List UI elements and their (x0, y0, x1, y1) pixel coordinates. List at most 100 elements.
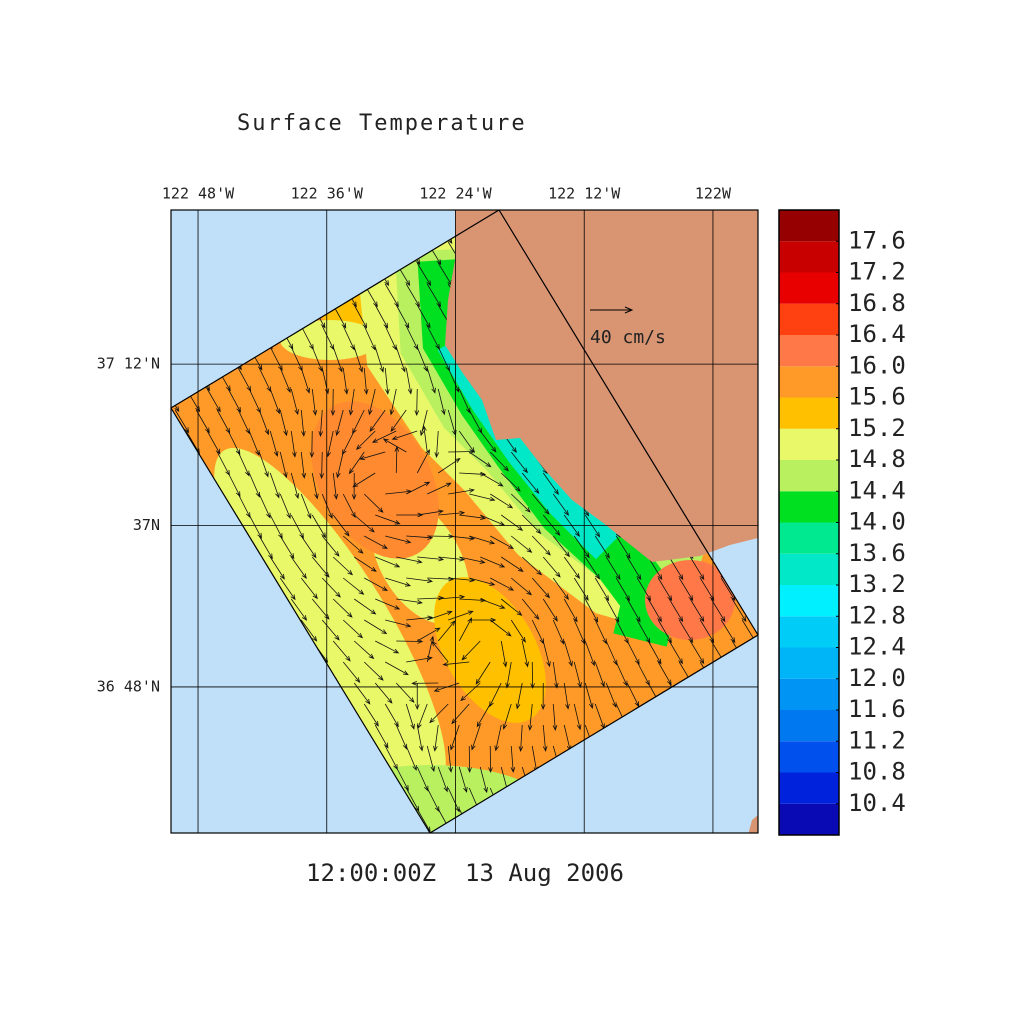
current-vector (332, 640, 351, 662)
current-vector (475, 661, 491, 685)
current-vector (206, 388, 221, 413)
y-tick-label: 37N (133, 516, 160, 534)
current-vector (375, 640, 400, 654)
current-vector (510, 535, 533, 553)
colorbar-band (779, 553, 839, 585)
current-vector (460, 682, 481, 702)
colorbar-band (779, 428, 839, 460)
current-vector (678, 577, 694, 602)
current-vector (689, 556, 705, 581)
current-vector (500, 472, 521, 492)
current-vector (594, 535, 610, 559)
current-vector (290, 514, 304, 539)
current-vector (395, 766, 409, 791)
current-vector (394, 445, 400, 474)
current-vector (480, 598, 506, 609)
current-vector (710, 598, 726, 623)
current-vector (542, 598, 558, 622)
current-vector (269, 514, 283, 539)
current-vector (384, 703, 399, 728)
current-vector (300, 619, 318, 642)
model-domain (171, 210, 758, 833)
current-vector (279, 451, 288, 479)
current-vector (332, 556, 354, 576)
current-vector (426, 635, 435, 663)
current-vector (332, 472, 339, 500)
current-vector (521, 514, 542, 535)
current-vector (426, 283, 442, 308)
current-vector (416, 304, 431, 329)
current-vector (237, 451, 250, 477)
y-tick-label: 37 12'N (97, 355, 160, 373)
current-vector (300, 535, 317, 559)
current-vector (269, 346, 283, 372)
current-vector (479, 766, 488, 794)
frame (170, 209, 759, 834)
current-vector (364, 535, 388, 549)
current-vector (438, 556, 466, 562)
current-vector (342, 577, 365, 595)
current-vector (459, 471, 487, 477)
current-vector (300, 451, 307, 479)
current-vector (480, 472, 504, 487)
land (748, 815, 758, 833)
current-vector (500, 640, 508, 668)
current-vector (311, 598, 330, 620)
current-vector (363, 661, 384, 681)
current-vector (411, 681, 439, 686)
current-vector (311, 472, 319, 500)
current-vector (353, 640, 375, 660)
current-vector (237, 367, 252, 392)
current-vector (416, 346, 428, 373)
colorbar-label: 11.2 (848, 726, 906, 754)
colorbar-band (779, 772, 839, 804)
current-vector (469, 451, 492, 468)
current-vector (542, 640, 551, 668)
current-vector (594, 577, 610, 602)
colorbar-label: 16.4 (848, 320, 906, 348)
current-vector (363, 325, 376, 351)
current-vector (605, 556, 621, 580)
current-vector (489, 619, 512, 637)
current-vector (375, 514, 401, 525)
current-vector (311, 346, 323, 373)
colorbar: 10.4 10.8 11.2 11.6 12.0 12.4 12.8 13.2 13.6 14.0… (778, 209, 906, 836)
current-vector (269, 556, 285, 580)
current-vector (447, 745, 453, 773)
current-vector (626, 598, 641, 623)
current-vector (290, 472, 300, 500)
colorbar-band (779, 397, 839, 429)
current-vector (389, 388, 397, 416)
current-vector (542, 556, 561, 578)
current-vector (348, 388, 355, 416)
x-tick-label: 122 24'W (419, 185, 492, 203)
colorbar-band (779, 272, 839, 304)
current-vector (636, 577, 652, 602)
reference-arrow-head (624, 306, 634, 314)
current-vector (521, 472, 540, 494)
current-vector (353, 682, 371, 705)
current-vector (321, 577, 341, 598)
current-vector (279, 409, 288, 437)
current-vector (480, 556, 506, 568)
current-vector (461, 640, 481, 661)
current-vector (382, 438, 407, 453)
current-vector (763, 200, 777, 222)
current-vector (494, 724, 502, 752)
colorbar-label: 14.4 (848, 476, 906, 504)
current-vector (447, 787, 460, 813)
current-vector (458, 430, 475, 454)
current-vector (458, 617, 473, 642)
colorbar-band (779, 710, 839, 742)
current-vector (668, 640, 683, 665)
current-vector (459, 514, 487, 521)
current-vector (501, 514, 524, 531)
current-vector (763, 284, 777, 306)
current-vector (227, 388, 242, 413)
current-vector (416, 262, 432, 287)
colorbar-label: 11.6 (848, 695, 906, 723)
current-vector (647, 640, 662, 665)
current-vector (417, 627, 441, 642)
colorbar-band (779, 366, 839, 398)
